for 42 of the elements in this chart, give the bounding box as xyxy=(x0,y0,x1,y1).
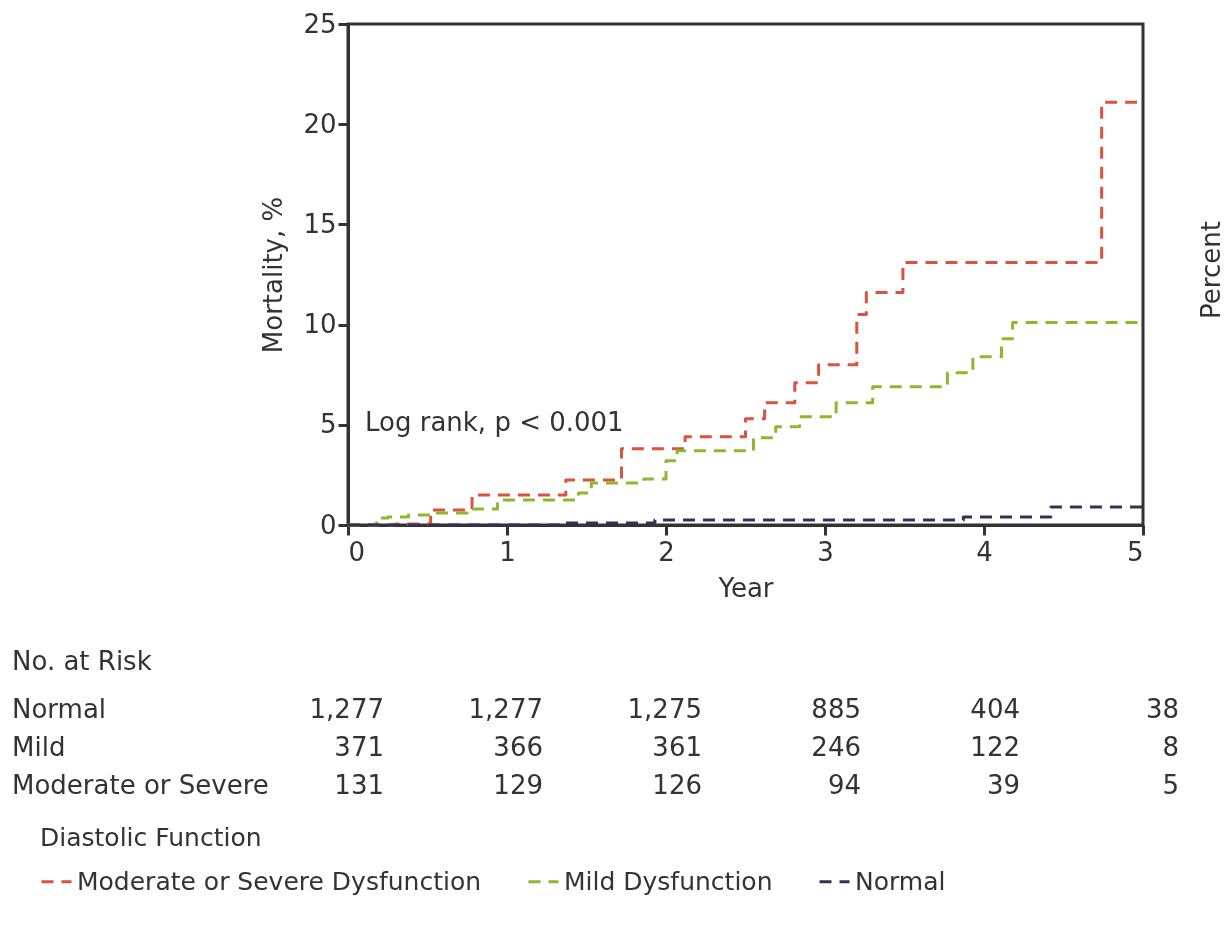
text: 404 xyxy=(970,694,1020,724)
y-tick-label: 25 xyxy=(303,8,337,39)
annotation: Log rank, p < 0.001 xyxy=(365,407,624,437)
text: Percent xyxy=(1196,221,1226,319)
x-axis-title: Year xyxy=(717,572,774,603)
text: 361 xyxy=(652,732,702,762)
text: 1,277 xyxy=(468,694,543,724)
legend-label: Moderate or Severe Dysfunction xyxy=(77,866,482,896)
text: 94 xyxy=(827,770,861,800)
legend-title: Diastolic Function xyxy=(40,823,262,852)
x-tick-label: 5 xyxy=(1126,536,1144,567)
text: 129 xyxy=(493,770,543,800)
legend-label: Mild Dysfunction xyxy=(564,866,773,896)
x-tick-label: 2 xyxy=(658,536,675,567)
y-tick-label: 15 xyxy=(303,208,337,239)
legend-label: Normal xyxy=(855,866,946,896)
text: 366 xyxy=(493,732,543,762)
y-tick-label: 20 xyxy=(303,108,337,139)
text: 131 xyxy=(334,770,384,800)
text: Moderate or Severe xyxy=(12,770,269,800)
text: 371 xyxy=(334,732,384,762)
text: 122 xyxy=(970,732,1020,762)
text: 8 xyxy=(1162,732,1179,762)
text: 1,277 xyxy=(309,694,384,724)
text: No. at Risk xyxy=(12,646,152,676)
y-tick-label: 10 xyxy=(303,309,337,340)
x-tick-label: 4 xyxy=(976,536,993,567)
text: 5 xyxy=(1162,770,1179,800)
text: 1,275 xyxy=(627,694,702,724)
x-tick-label: 3 xyxy=(817,536,834,567)
text: 39 xyxy=(986,770,1020,800)
text: 38 xyxy=(1145,694,1179,724)
text: Normal xyxy=(12,694,107,724)
text: Mild xyxy=(12,732,66,762)
x-tick-label: 0 xyxy=(348,536,366,567)
text: 126 xyxy=(652,770,702,800)
text: 885 xyxy=(811,694,861,724)
text: 246 xyxy=(811,732,861,762)
y-tick-label: 0 xyxy=(319,509,337,540)
x-tick-label: 1 xyxy=(499,536,516,567)
y-axis-title: Mortality, % xyxy=(258,196,289,354)
y-tick-label: 5 xyxy=(319,409,337,440)
